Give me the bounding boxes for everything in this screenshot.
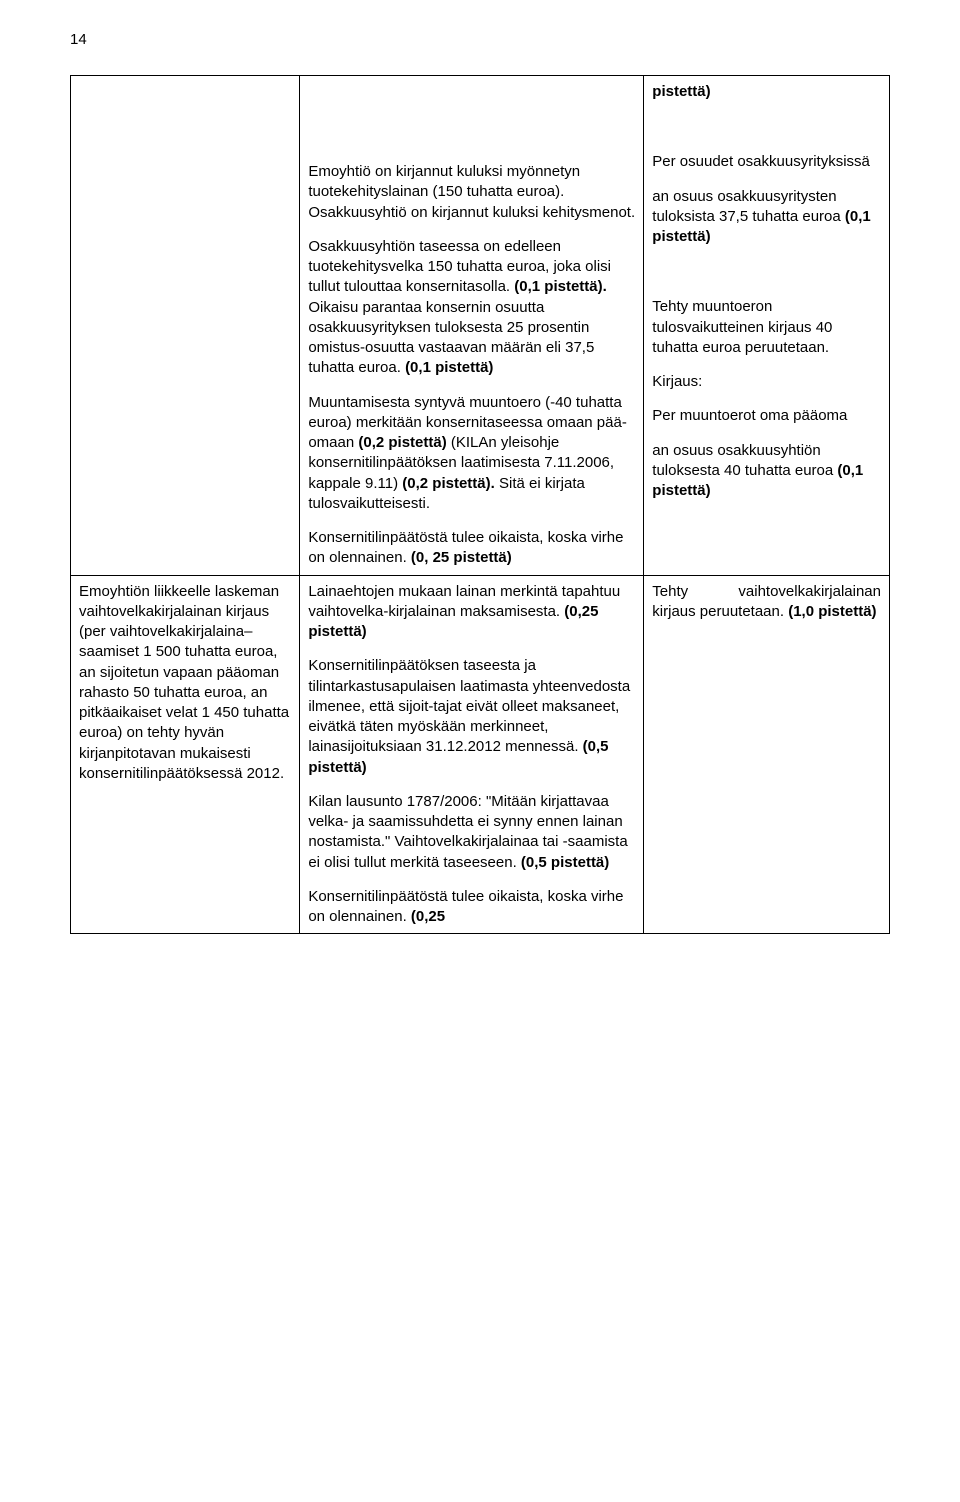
content-table: Emoyhtiö on kirjannut kuluksi myönnetyn … xyxy=(70,75,890,934)
paragraph: an osuus osakkuusyhtiön tuloksesta 40 tu… xyxy=(652,441,881,502)
cell-r1c2: Emoyhtiö on kirjannut kuluksi myönnetyn … xyxy=(300,76,644,576)
page-container: 14 Emoyhtiö on kirjannut kuluksi myönnet… xyxy=(0,0,960,1502)
page-number: 14 xyxy=(70,30,87,50)
paragraph: Per osuudet osakkuusyrityksissä xyxy=(652,152,881,172)
paragraph: Konsernitilinpäätöstä tulee oikaista, ko… xyxy=(308,528,635,569)
paragraph: Kilan lausunto 1787/2006: "Mitään kirjat… xyxy=(308,792,635,873)
cell-r1c1 xyxy=(71,76,300,576)
cell-r2c1: Emoyhtiön liikkeelle laskeman vaihtovelk… xyxy=(71,575,300,934)
cell-r1c3: pistettä) Per osuudet osakkuusyrityksiss… xyxy=(644,76,890,576)
paragraph: an osuus osakkuusyritysten tuloksista 37… xyxy=(652,187,881,248)
table-row: Emoyhtiö on kirjannut kuluksi myönnetyn … xyxy=(71,76,890,576)
paragraph: Osakkuusyhtiön taseessa on edelleen tuot… xyxy=(308,237,635,379)
paragraph: Tehty vaihtovelkakirjalainan kirjaus per… xyxy=(652,582,881,623)
paragraph: Kirjaus: xyxy=(652,372,881,392)
paragraph: Muuntamisesta syntyvä muuntoero (-40 tuh… xyxy=(308,393,635,515)
paragraph: Lainaehtojen mukaan lainan merkintä tapa… xyxy=(308,582,635,643)
paragraph: Konsernitilinpäätöksen taseesta ja tilin… xyxy=(308,656,635,778)
cell-r2c2: Lainaehtojen mukaan lainan merkintä tapa… xyxy=(300,575,644,934)
paragraph: Konsernitilinpäätöstä tulee oikaista, ko… xyxy=(308,887,635,928)
paragraph: Per muuntoerot oma pääoma xyxy=(652,406,881,426)
table-row: Emoyhtiön liikkeelle laskeman vaihtovelk… xyxy=(71,575,890,934)
paragraph: Emoyhtiön liikkeelle laskeman vaihtovelk… xyxy=(79,582,291,785)
paragraph: pistettä) xyxy=(652,82,881,102)
paragraph: Emoyhtiö on kirjannut kuluksi myönnetyn … xyxy=(308,162,635,223)
paragraph: Tehty muuntoeron tulosvaikutteinen kirja… xyxy=(652,297,881,358)
cell-r2c3: Tehty vaihtovelkakirjalainan kirjaus per… xyxy=(644,575,890,934)
